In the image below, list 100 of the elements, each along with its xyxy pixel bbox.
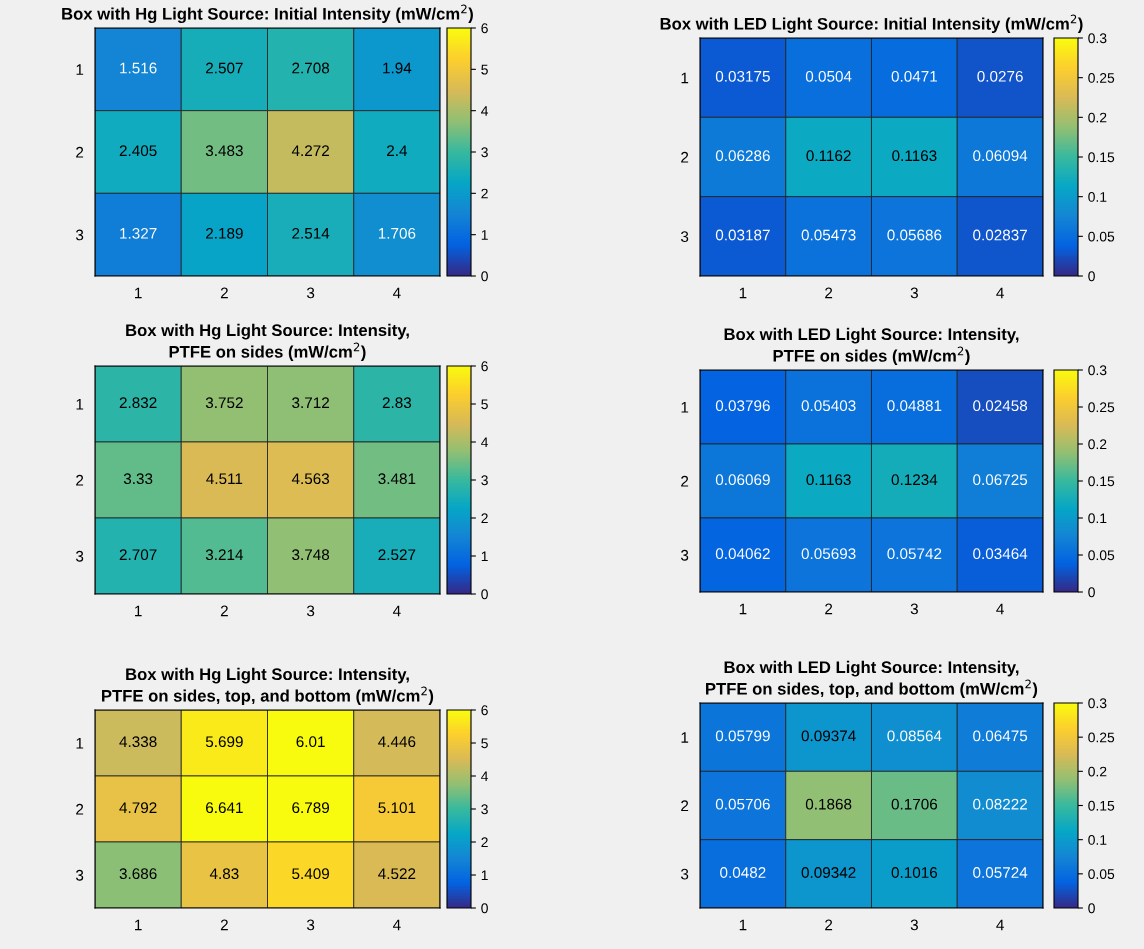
data-label: 0.06725	[973, 474, 1028, 486]
y-tick-label: 3	[680, 231, 689, 243]
data-label: 0.1706	[891, 798, 938, 810]
color-bar-label: 6	[481, 23, 488, 34]
data-label: 2.83	[382, 397, 412, 409]
color-bar-label: 0.1	[1088, 513, 1107, 524]
data-label: 0.05799	[715, 730, 770, 742]
data-label: 5.409	[292, 868, 330, 880]
y-tick-label: 1	[76, 64, 84, 75]
color-bar-label: 3	[481, 804, 488, 815]
x-tick-label: 3	[306, 287, 315, 299]
x-tick-label: 3	[910, 919, 918, 931]
x-tick-label: 4	[996, 287, 1004, 299]
color-bar-label: 0.25	[1088, 732, 1115, 743]
x-tick-label: 1	[739, 919, 747, 931]
y-tick-label: 3	[75, 869, 84, 881]
data-label: 0.0504	[805, 70, 852, 82]
color-bar-label: 0	[481, 903, 488, 914]
color-bar-label: 0.15	[1088, 476, 1115, 487]
x-tick-label: 2	[220, 919, 228, 931]
color-bar-label: 0.15	[1088, 152, 1115, 163]
x-tick-label: 3	[910, 603, 918, 615]
data-label: 5.101	[378, 802, 416, 814]
data-label: 2.527	[378, 549, 416, 561]
x-tick-label: 1	[739, 287, 747, 299]
data-label: 0.1868	[805, 798, 852, 810]
data-label: 3.214	[205, 549, 244, 561]
data-label: 0.02458	[973, 400, 1028, 412]
data-label: 6.641	[206, 802, 243, 814]
data-label: 0.04062	[715, 548, 770, 560]
data-label: 0.06475	[973, 730, 1028, 742]
y-tick-label: 1	[681, 732, 689, 743]
data-label: 0.05686	[887, 229, 942, 241]
data-label: 1.706	[378, 227, 416, 239]
color-bar-label: 0.25	[1088, 402, 1115, 413]
color-bar-label: 2	[481, 513, 488, 524]
chart-title: Box with Hg Light Source: Intensity, PTFE on sides, top, and bottom (mW/cm$^{2}$)	[102, 667, 434, 705]
data-label: 0.09342	[801, 867, 856, 878]
color-bar-label: 0	[1088, 903, 1095, 914]
data-label: 0.03175	[715, 70, 770, 82]
chart-title: Box with LED Light Source: Intensity, PTFE on sides (mW/cm$^{2}$)	[724, 327, 1019, 365]
data-label: 5.699	[205, 736, 243, 748]
color-bar-label: 0	[481, 271, 488, 282]
data-label: 0.1234	[891, 474, 938, 486]
data-label: 2.405	[119, 145, 157, 157]
data-label: 1.327	[120, 227, 157, 239]
y-tick-label: 3	[75, 229, 84, 241]
color-bar-label: 4	[481, 106, 489, 116]
data-label: 4.522	[378, 868, 416, 880]
data-label: 3.712	[292, 397, 329, 409]
data-label: 0.05403	[801, 400, 856, 412]
data-label: 4.511	[206, 473, 243, 485]
color-bar-label: 5	[481, 64, 488, 75]
x-tick-label: 2	[220, 287, 228, 299]
data-label: 0.03464	[973, 548, 1028, 560]
y-tick-label: 2	[681, 800, 689, 812]
color-bar-label: 0.15	[1088, 800, 1115, 811]
data-label: 1.516	[120, 62, 157, 74]
y-tick-label: 1	[76, 399, 84, 410]
data-label: 0.0276	[977, 70, 1023, 82]
data-label: 0.06286	[715, 150, 770, 162]
data-label: 3.483	[205, 145, 243, 157]
data-label: 0.08222	[973, 798, 1027, 810]
color-bar-label: 0.05	[1088, 231, 1115, 242]
y-tick-label: 1	[681, 402, 689, 413]
x-tick-label: 4	[392, 287, 401, 299]
data-label: 6.01	[296, 736, 325, 748]
data-label: 0.09374	[801, 730, 856, 742]
color-bar-label: 0.25	[1088, 73, 1115, 83]
data-label: 2.707	[119, 549, 157, 561]
data-label: 2.708	[292, 62, 330, 74]
y-tick-label: 1	[76, 738, 84, 749]
data-label: 0.03796	[715, 400, 770, 412]
data-label: 4.446	[378, 736, 416, 748]
color-bar-label: 0	[1088, 587, 1095, 598]
data-label: 0.1163	[806, 474, 851, 486]
data-label: 0.06069	[715, 474, 770, 486]
data-label: 0.1163	[892, 150, 937, 162]
x-tick-label: 3	[910, 287, 918, 299]
y-tick-label: 2	[681, 475, 689, 487]
y-tick-label: 2	[76, 803, 84, 815]
color-bar-label: 0.05	[1088, 869, 1115, 879]
data-label: 0.05693	[801, 548, 856, 560]
color-bar-label: 4	[481, 771, 489, 782]
data-label: 0.05742	[887, 548, 942, 560]
data-label: 2.189	[206, 227, 243, 239]
data-label: 4.563	[291, 473, 330, 485]
color-bar-label: 0	[1088, 271, 1095, 282]
x-tick-label: 1	[135, 919, 142, 931]
y-tick-label: 2	[76, 146, 84, 158]
x-tick-label: 4	[392, 919, 401, 931]
color-bar-label: 0.2	[1088, 439, 1107, 450]
data-label: 3.481	[378, 473, 416, 485]
x-tick-label: 1	[135, 287, 142, 299]
data-label: 2.4	[387, 145, 408, 156]
data-label: 0.02837	[973, 229, 1027, 241]
data-label: 4.272	[291, 145, 329, 156]
data-label: 0.1162	[806, 150, 851, 162]
x-tick-label: 2	[825, 603, 833, 615]
data-label: 0.05724	[973, 867, 1028, 878]
